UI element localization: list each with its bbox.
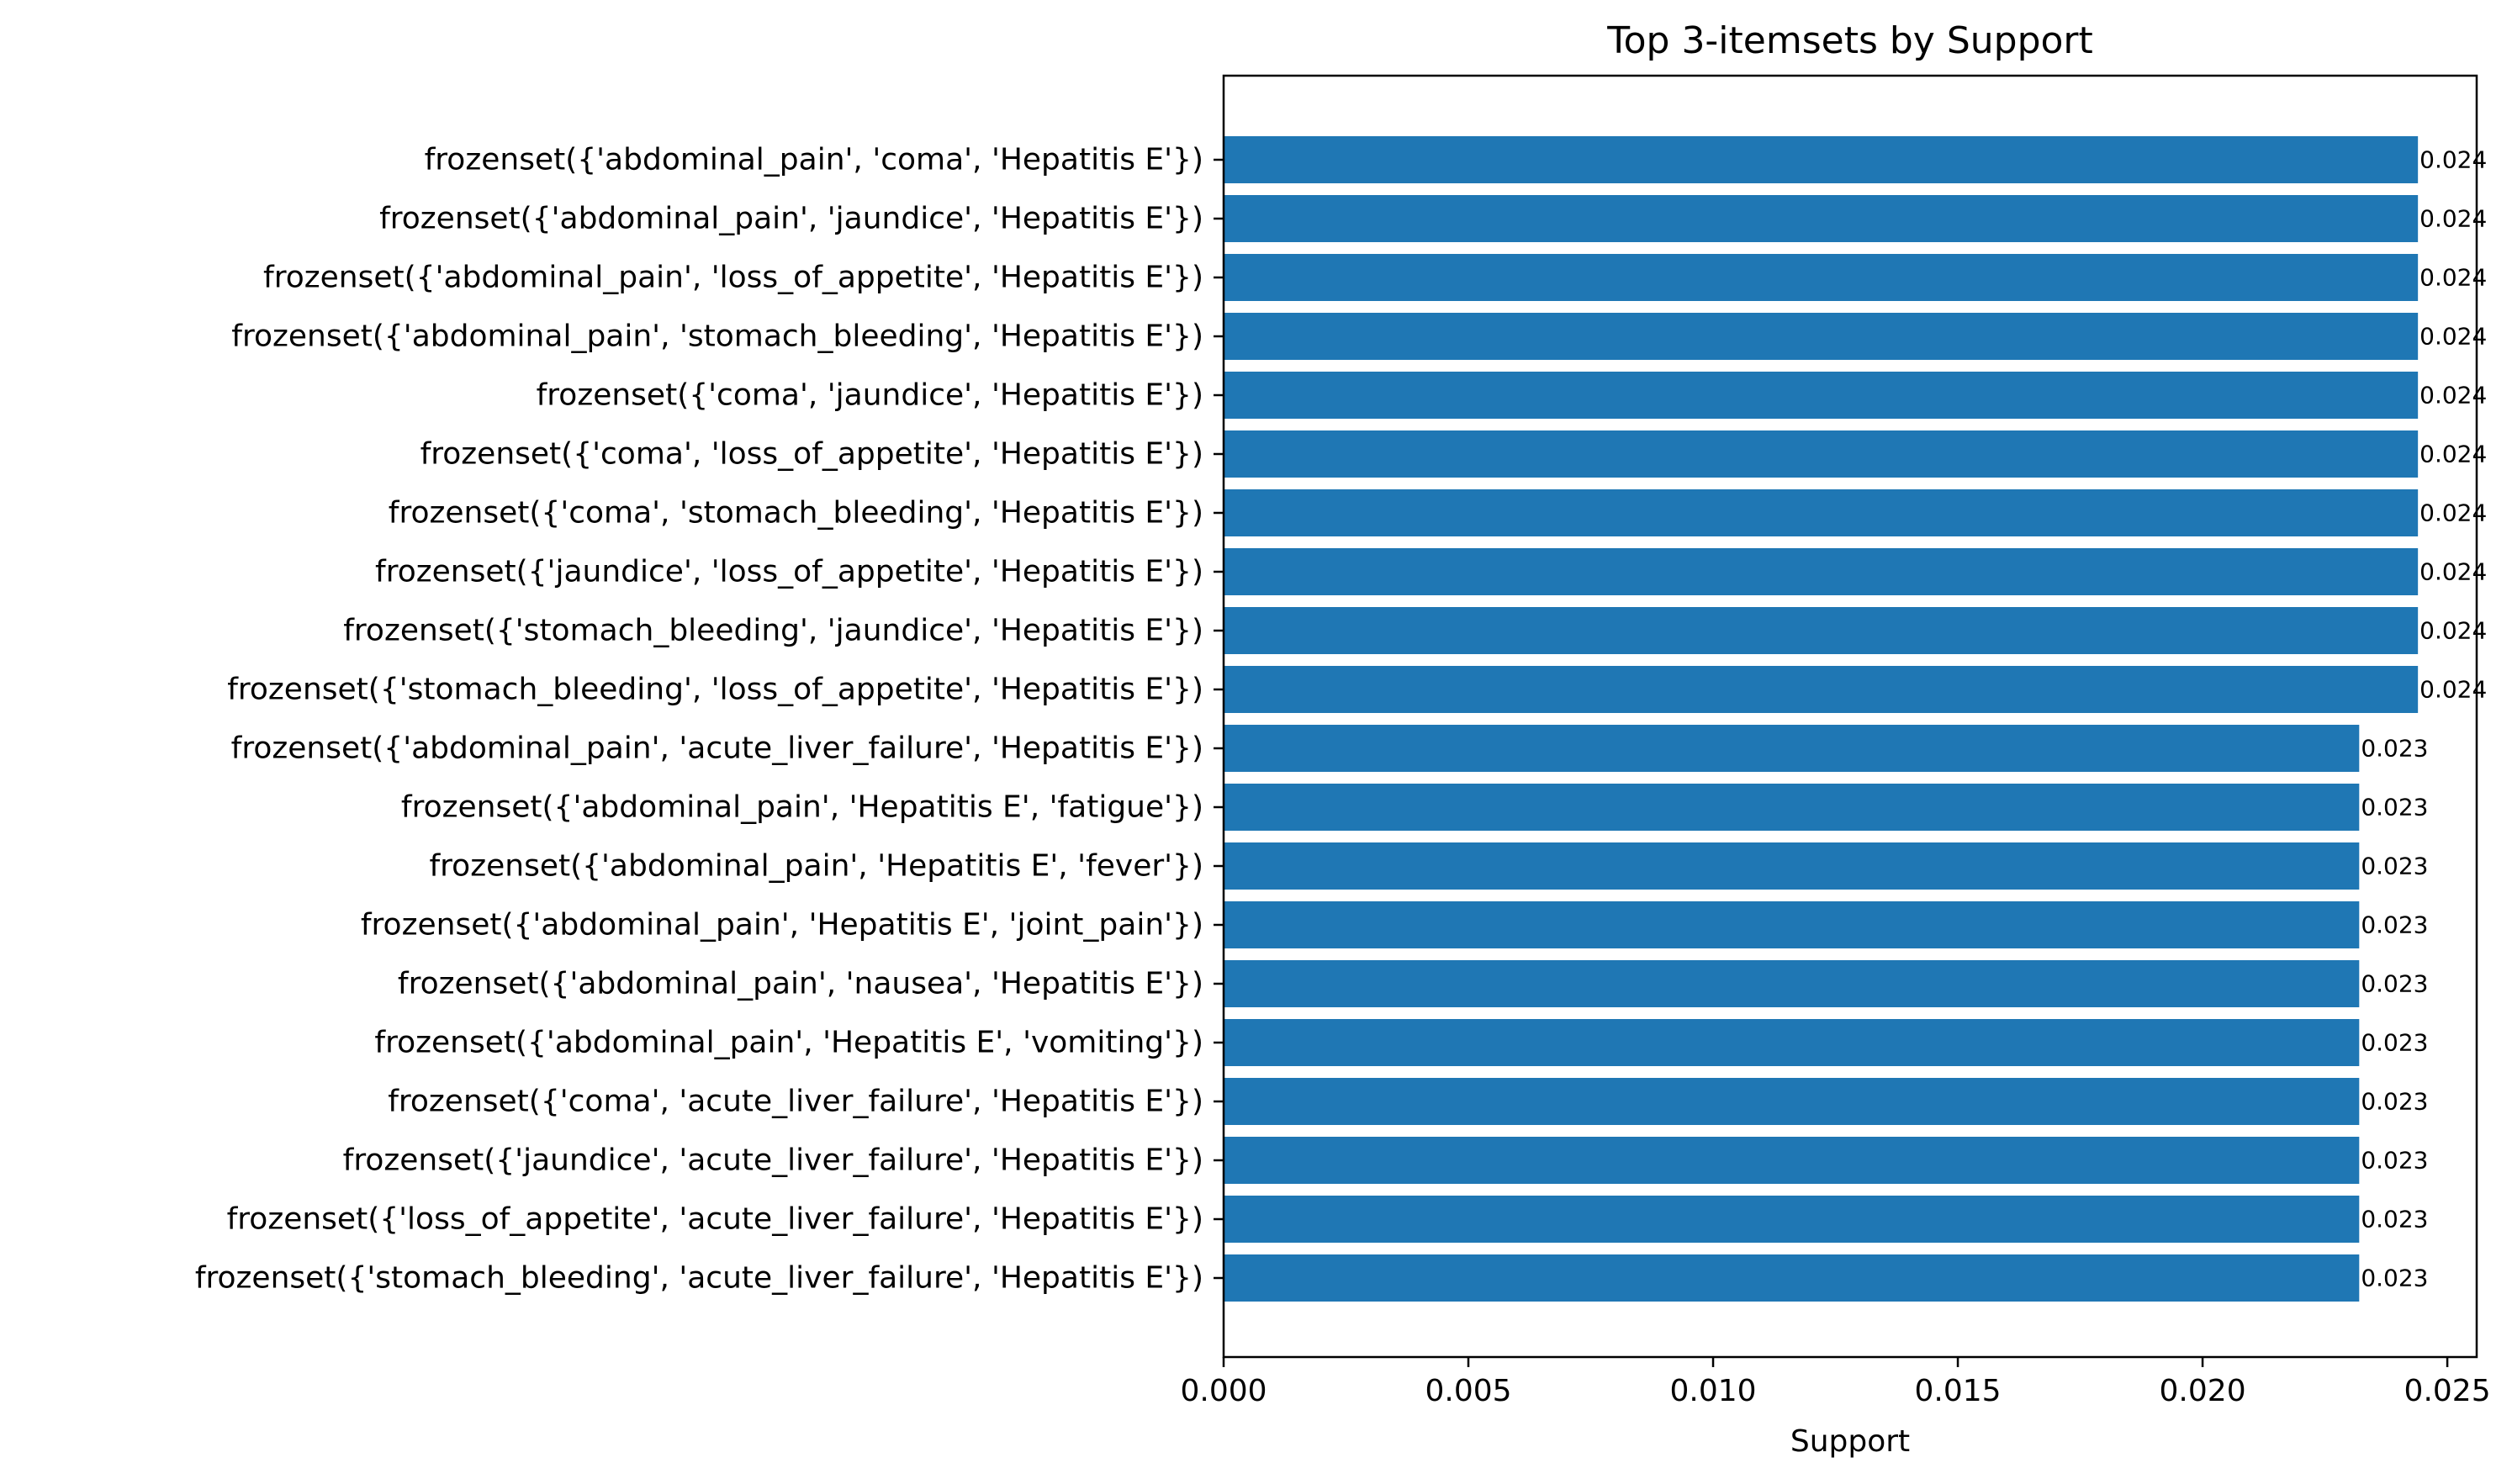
bar xyxy=(1224,489,2419,536)
data-label: 0.023 xyxy=(2361,853,2428,880)
x-tick-label: 0.020 xyxy=(2160,1374,2246,1408)
bar xyxy=(1224,842,2360,890)
y-tick-label: frozenset({'abdominal_pain', 'stomach_bl… xyxy=(231,320,1203,354)
bar xyxy=(1224,666,2419,713)
y-tick-label: frozenset({'abdominal_pain', 'Hepatitis … xyxy=(374,1026,1203,1060)
bar xyxy=(1224,254,2419,301)
y-tick-label: frozenset({'stomach_bleeding', 'jaundice… xyxy=(343,614,1203,648)
y-tick-label: frozenset({'abdominal_pain', 'nausea', '… xyxy=(398,967,1203,1001)
data-label: 0.023 xyxy=(2361,735,2428,763)
data-label: 0.023 xyxy=(2361,794,2428,821)
bar xyxy=(1224,372,2419,419)
bar xyxy=(1224,195,2419,242)
bar xyxy=(1224,607,2419,654)
y-tick-label: frozenset({'coma', 'loss_of_appetite', '… xyxy=(420,437,1203,472)
bar xyxy=(1224,1019,2360,1066)
y-tick-labels: frozenset({'abdominal_pain', 'coma', 'He… xyxy=(195,143,1224,1296)
y-tick-label: frozenset({'loss_of_appetite', 'acute_li… xyxy=(227,1202,1203,1237)
x-tick-label: 0.015 xyxy=(1915,1374,2002,1408)
x-tick-label: 0.005 xyxy=(1425,1374,1511,1408)
chart-title: Top 3-itemsets by Support xyxy=(1606,19,2093,62)
x-tick-label: 0.010 xyxy=(1670,1374,1757,1408)
bar xyxy=(1224,430,2419,478)
data-label: 0.023 xyxy=(2361,911,2428,939)
bar xyxy=(1224,313,2419,360)
y-tick-label: frozenset({'jaundice', 'acute_liver_fail… xyxy=(343,1143,1203,1178)
y-tick-label: frozenset({'stomach_bleeding', 'acute_li… xyxy=(195,1261,1203,1296)
y-tick-label: frozenset({'coma', 'acute_liver_failure'… xyxy=(388,1085,1203,1119)
y-tick-label: frozenset({'coma', 'stomach_bleeding', '… xyxy=(389,496,1203,531)
bar xyxy=(1224,725,2360,772)
bar xyxy=(1224,136,2419,183)
bar xyxy=(1224,1254,2360,1302)
y-tick-label: frozenset({'abdominal_pain', 'loss_of_ap… xyxy=(263,261,1203,295)
data-label: 0.023 xyxy=(2361,1147,2428,1175)
y-tick-label: frozenset({'jaundice', 'loss_of_appetite… xyxy=(375,555,1203,589)
data-label: 0.023 xyxy=(2361,970,2428,998)
bar xyxy=(1224,960,2360,1007)
x-axis-ticks: 0.000 0.005 0.010 0.015 0.020 0.025 xyxy=(1180,1357,2491,1408)
bar xyxy=(1224,1196,2360,1243)
data-label: 0.023 xyxy=(2361,1265,2428,1292)
y-tick-label: frozenset({'abdominal_pain', 'Hepatitis … xyxy=(361,908,1203,943)
y-tick-label: frozenset({'abdominal_pain', 'jaundice',… xyxy=(379,202,1203,236)
data-label: 0.023 xyxy=(2361,1206,2428,1233)
x-tick-label: 0.000 xyxy=(1180,1374,1267,1408)
y-tick-label: frozenset({'abdominal_pain', 'coma', 'He… xyxy=(425,143,1203,177)
data-label: 0.023 xyxy=(2361,1029,2428,1057)
plot-area-frame xyxy=(1222,74,2478,1359)
x-axis-label: Support xyxy=(1790,1424,1910,1459)
y-tick-label: frozenset({'abdominal_pain', 'acute_live… xyxy=(231,731,1203,766)
data-label: 0.023 xyxy=(2361,1088,2428,1116)
bar xyxy=(1224,548,2419,595)
x-tick-label: 0.025 xyxy=(2404,1374,2491,1408)
y-tick-label: frozenset({'abdominal_pain', 'Hepatitis … xyxy=(401,790,1203,825)
y-tick-label: frozenset({'coma', 'jaundice', 'Hepatiti… xyxy=(537,378,1203,413)
y-tick-label: frozenset({'stomach_bleeding', 'loss_of_… xyxy=(227,673,1203,707)
bar xyxy=(1224,901,2360,948)
bar xyxy=(1224,1137,2360,1184)
bar xyxy=(1224,1078,2360,1125)
bar xyxy=(1224,784,2360,831)
y-tick-label: frozenset({'abdominal_pain', 'Hepatitis … xyxy=(430,849,1204,884)
bars-layer xyxy=(1224,136,2419,1302)
